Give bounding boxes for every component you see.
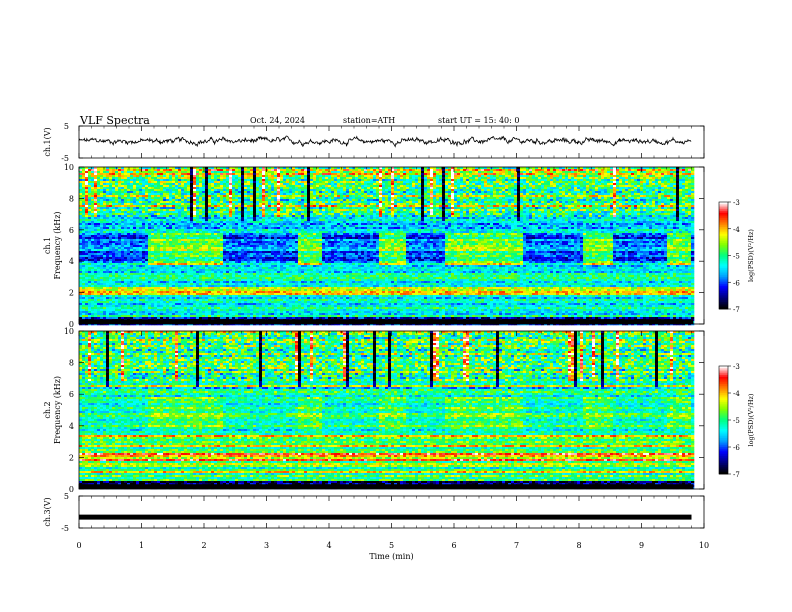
colorbar-tick-label: -3 (733, 199, 740, 207)
ytick-label: 4 (69, 257, 74, 266)
xtick-label: 9 (639, 541, 644, 550)
xtick-label: 8 (576, 541, 581, 550)
xtick-label: 2 (201, 541, 206, 550)
ytick-label: 6 (69, 226, 74, 235)
spectrogram-ch1 (79, 167, 704, 326)
ytick-label: 0 (69, 485, 74, 494)
xtick-label: 6 (451, 541, 456, 550)
zero-band (79, 319, 694, 324)
colorbar-tick-label: -4 (733, 226, 740, 234)
colorbar-tick-label: -4 (733, 390, 740, 398)
ytick-label: 2 (69, 453, 74, 462)
ytick-label: 10 (64, 163, 74, 172)
ytick-label: -5 (61, 154, 69, 163)
station-label: station=ATH (343, 116, 395, 125)
ylabel: ch.1(V) (43, 127, 52, 156)
xtick-label: 5 (389, 541, 394, 550)
figure-title: VLF Spectra (80, 114, 150, 127)
ylabel-ch1: Frequency (kHz) (53, 211, 62, 279)
colorbar-ch2 (718, 365, 731, 475)
xtick-label: 7 (514, 541, 519, 550)
ytick-label: 10 (64, 327, 74, 336)
xtick-label: 4 (326, 541, 331, 550)
colorbar-ch1 (718, 201, 731, 310)
date-label: Oct. 24, 2024 (250, 116, 305, 125)
colorbar-tick-label: -7 (733, 306, 740, 314)
xaxis-label: Time (min) (369, 552, 413, 561)
waveform-band (79, 514, 692, 520)
xtick-label: 10 (699, 541, 709, 550)
colorbar-tick-label: -7 (733, 471, 740, 479)
ytick-label: 4 (69, 422, 74, 431)
ytick-label: 2 (69, 289, 74, 298)
ytick-label: 5 (64, 122, 69, 131)
ytick-label: 8 (69, 359, 74, 368)
ytick-label: 8 (69, 194, 74, 203)
colorbar-label: log(PSD)(V²/Hz) (747, 229, 755, 282)
colorbar-tick-label: -6 (733, 279, 740, 287)
ylabel-ch1: ch.1 (43, 237, 52, 254)
ylabel: ch.3(V) (43, 497, 52, 526)
spectrogram-ch2 (79, 331, 704, 490)
ytick-label: 5 (64, 492, 69, 501)
waveform-ch1 (78, 135, 692, 148)
ytick-label: 6 (69, 390, 74, 399)
xtick-label: 0 (76, 541, 81, 550)
ytick-label: 0 (69, 320, 74, 329)
start-ut-label: start UT = 15: 40: 0 (438, 116, 519, 125)
ytick-label: -5 (61, 524, 69, 533)
colorbar-tick-label: -3 (733, 363, 740, 371)
colorbar-tick-label: -6 (733, 444, 740, 452)
xtick-label: 1 (139, 541, 144, 550)
zero-band (79, 484, 694, 489)
colorbar-tick-label: -5 (733, 417, 740, 425)
ylabel-ch2: ch.2 (43, 401, 52, 418)
colorbar-label: log(PSD)(V²/Hz) (747, 393, 755, 446)
ylabel-ch2: Frequency (kHz) (53, 376, 62, 444)
colorbar-tick-label: -5 (733, 253, 740, 261)
xtick-label: 3 (264, 541, 269, 550)
